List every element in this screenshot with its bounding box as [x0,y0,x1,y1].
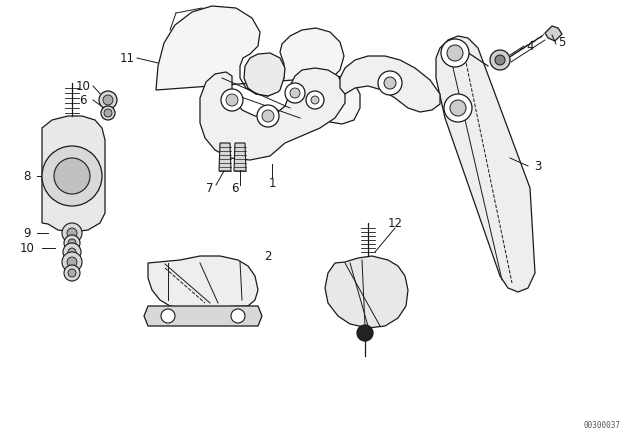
Text: 10: 10 [20,241,35,254]
Circle shape [306,91,324,109]
Circle shape [490,50,510,70]
Text: 8: 8 [23,169,31,182]
Circle shape [231,309,245,323]
Text: 11: 11 [120,52,134,65]
Circle shape [357,325,373,341]
Circle shape [64,235,80,251]
Text: 5: 5 [558,35,566,48]
Text: 10: 10 [76,79,90,92]
Polygon shape [219,143,231,171]
Polygon shape [234,143,246,171]
Circle shape [378,71,402,95]
Circle shape [68,239,76,247]
Text: 6: 6 [79,94,87,107]
Circle shape [444,94,472,122]
Text: 7: 7 [206,181,214,194]
Circle shape [101,106,115,120]
Text: 4: 4 [526,39,534,52]
Circle shape [68,248,76,256]
Polygon shape [340,56,440,112]
Circle shape [62,223,82,243]
Circle shape [450,100,466,116]
Text: 1: 1 [268,177,276,190]
Circle shape [64,265,80,281]
Circle shape [104,109,112,117]
Circle shape [495,55,505,65]
Circle shape [62,252,82,272]
Circle shape [257,105,279,127]
Text: 00300037: 00300037 [583,421,620,430]
Polygon shape [244,53,285,96]
Circle shape [42,146,102,206]
Text: 9: 9 [23,227,31,240]
Polygon shape [156,6,360,124]
Circle shape [161,309,175,323]
Circle shape [67,257,77,267]
Polygon shape [144,306,262,326]
Circle shape [290,88,300,98]
Polygon shape [200,68,345,160]
Text: 12: 12 [387,216,403,229]
Polygon shape [436,36,535,292]
Circle shape [285,83,305,103]
Polygon shape [42,116,105,232]
Text: 6: 6 [231,181,239,194]
Circle shape [99,91,117,109]
Circle shape [226,94,238,106]
Circle shape [103,95,113,105]
Circle shape [447,45,463,61]
Text: 2: 2 [264,250,272,263]
Circle shape [54,158,90,194]
Circle shape [221,89,243,111]
Polygon shape [148,256,258,308]
Polygon shape [545,26,562,41]
Circle shape [67,228,77,238]
Text: 3: 3 [534,159,541,172]
Circle shape [262,110,274,122]
Circle shape [441,39,469,67]
Circle shape [63,243,81,261]
Circle shape [311,96,319,104]
Polygon shape [325,256,408,328]
Circle shape [384,77,396,89]
Circle shape [68,269,76,277]
